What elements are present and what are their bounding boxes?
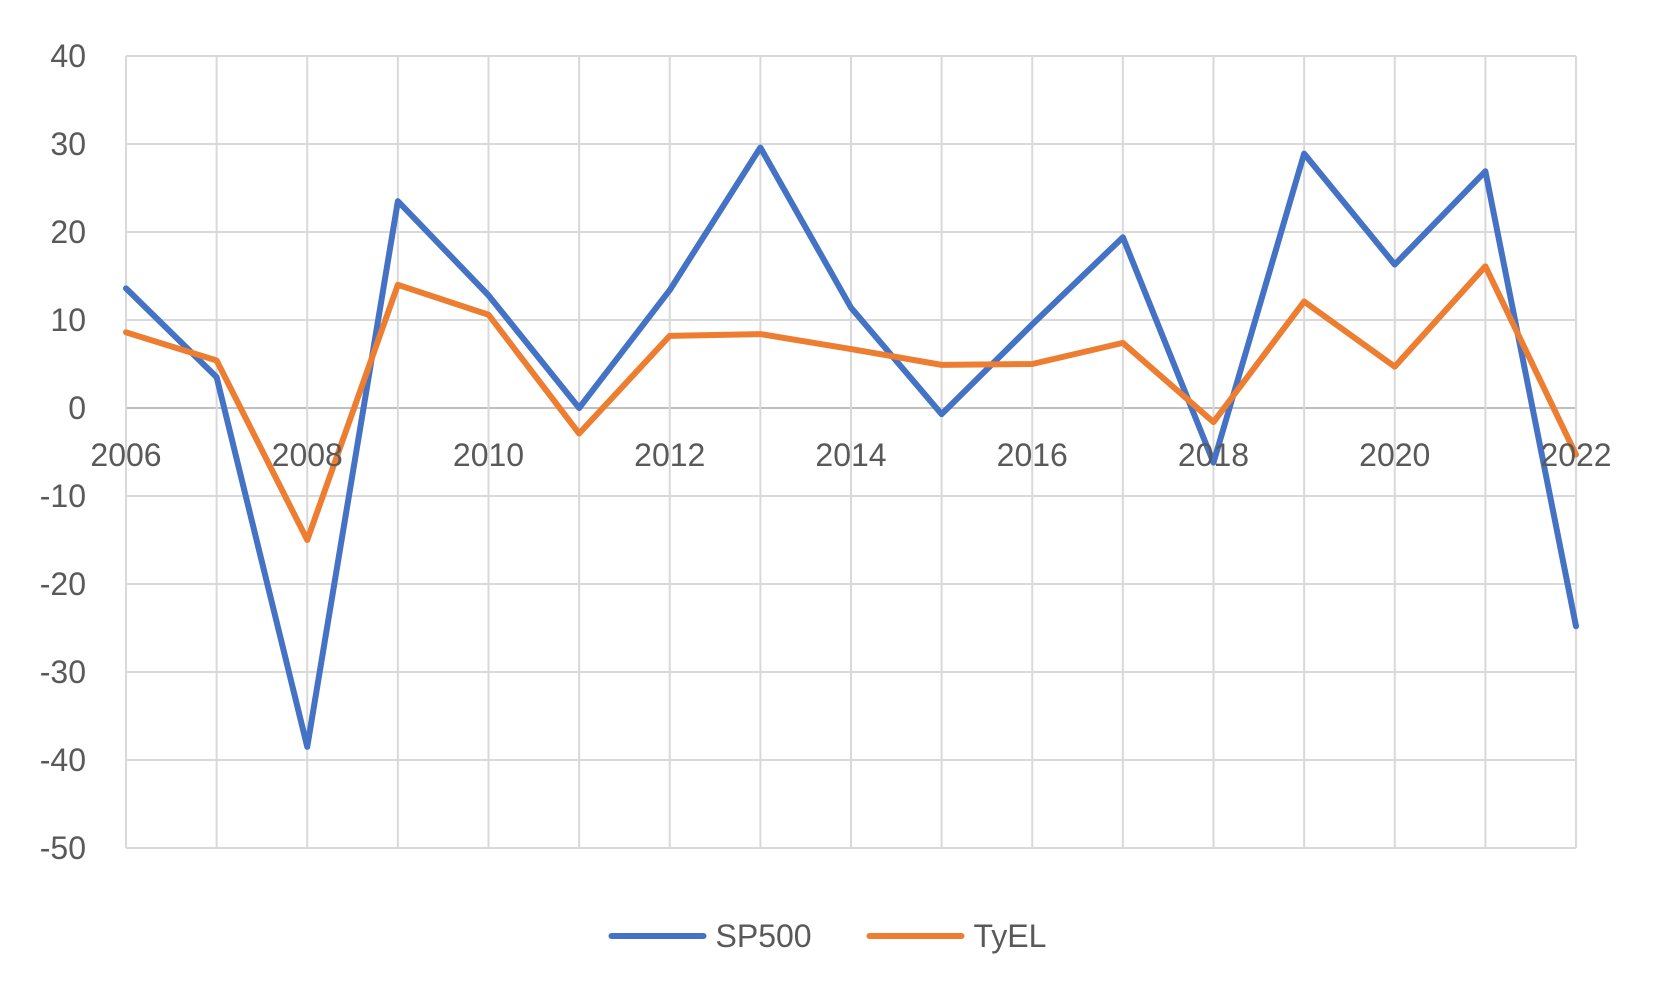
legend-label: TyEL [974, 918, 1047, 954]
data-point-sp500 [395, 198, 401, 204]
y-tick-label: -50 [40, 830, 86, 866]
y-tick-label: 30 [50, 126, 86, 162]
data-point-sp500 [848, 305, 854, 311]
data-point-sp500 [667, 287, 673, 293]
x-tick-label: 2016 [997, 437, 1068, 473]
data-point-sp500 [939, 411, 945, 417]
data-point-sp500 [757, 145, 763, 151]
x-tick-label: 2010 [453, 437, 524, 473]
data-point-tyel [123, 329, 129, 335]
legend-item-sp500: SP500 [608, 918, 812, 954]
gridlines [125, 55, 1577, 849]
data-point-sp500 [1573, 623, 1579, 629]
series-line-tyel [123, 263, 1579, 543]
data-point-sp500 [123, 285, 129, 291]
data-point-sp500 [576, 405, 582, 411]
data-point-sp500 [1029, 321, 1035, 327]
legend-label: SP500 [716, 918, 812, 954]
y-tick-label: -10 [40, 478, 86, 514]
y-tick-label: -40 [40, 742, 86, 778]
data-point-tyel [1392, 364, 1398, 370]
data-point-sp500 [1120, 234, 1126, 240]
series-lines [123, 144, 1579, 750]
series-line-sp500 [123, 144, 1579, 750]
x-tick-label: 2012 [634, 437, 705, 473]
data-point-tyel [1482, 263, 1488, 269]
x-tick-label: 2020 [1359, 437, 1430, 473]
y-tick-label: 20 [50, 214, 86, 250]
data-point-sp500 [304, 744, 310, 750]
data-point-sp500 [1301, 151, 1307, 157]
data-point-tyel [1211, 419, 1217, 425]
legend: SP500 TyEL [608, 918, 1047, 954]
legend-item-tyel: TyEL [866, 918, 1047, 954]
data-point-tyel [1301, 299, 1307, 305]
x-tick-label: 2006 [90, 437, 161, 473]
data-point-tyel [848, 346, 854, 352]
data-point-tyel [214, 357, 220, 363]
x-tick-label: 2008 [272, 437, 343, 473]
y-tick-label: 10 [50, 302, 86, 338]
data-point-sp500 [1482, 168, 1488, 174]
y-tick-label: -30 [40, 654, 86, 690]
x-axis-tick-labels: 2006 2008 2010 2012 2014 2016 2018 2020 2022 [90, 437, 1611, 473]
data-point-tyel [1120, 340, 1126, 346]
data-point-tyel [667, 333, 673, 339]
data-point-tyel [939, 362, 945, 368]
y-axis-tick-labels: 40 30 20 10 0 -10 -20 -30 -40 -50 [40, 38, 86, 866]
data-point-tyel [1029, 361, 1035, 367]
data-point-tyel [576, 431, 582, 437]
data-point-tyel [486, 312, 492, 318]
data-point-tyel [304, 537, 310, 543]
x-tick-label: 2022 [1540, 437, 1611, 473]
data-point-sp500 [214, 374, 220, 380]
data-point-sp500 [486, 292, 492, 298]
y-tick-label: 40 [50, 38, 86, 74]
y-tick-label: 0 [68, 390, 86, 426]
x-tick-label: 2018 [1178, 437, 1249, 473]
y-tick-label: -20 [40, 566, 86, 602]
data-point-sp500 [1392, 262, 1398, 268]
x-tick-label: 2014 [815, 437, 886, 473]
data-point-tyel [757, 331, 763, 337]
data-point-tyel [395, 282, 401, 288]
